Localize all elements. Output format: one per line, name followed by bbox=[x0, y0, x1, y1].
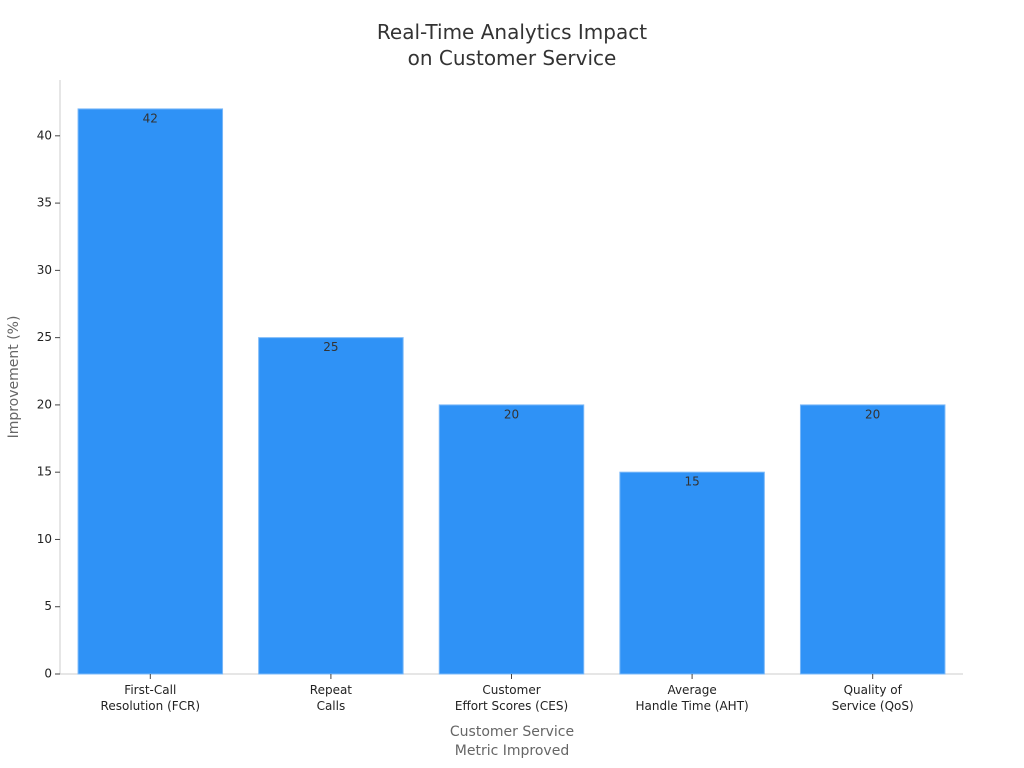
y-tick-label: 30 bbox=[37, 263, 52, 277]
y-tick-label: 15 bbox=[37, 465, 52, 479]
bar bbox=[799, 404, 946, 675]
bar bbox=[77, 108, 224, 675]
x-tick-label: Average Handle Time (AHT) bbox=[635, 683, 748, 713]
bar bbox=[619, 471, 765, 675]
y-tick-label: 25 bbox=[37, 330, 52, 344]
x-tick-label: First-Call Resolution (FCR) bbox=[101, 683, 201, 713]
data-label: 15 bbox=[684, 475, 699, 489]
y-tick-label: 35 bbox=[37, 196, 52, 210]
y-tick-label: 0 bbox=[44, 667, 52, 681]
y-tick-label: 10 bbox=[37, 532, 52, 546]
bar bbox=[258, 337, 404, 675]
bar bbox=[438, 404, 585, 675]
data-label: 20 bbox=[865, 407, 880, 421]
y-tick-label: 20 bbox=[37, 397, 52, 411]
x-tick-label: Quality of Service (QoS) bbox=[832, 683, 914, 713]
data-label: 20 bbox=[504, 407, 519, 421]
data-label: 42 bbox=[143, 111, 158, 125]
chart-title: Real-Time Analytics Impact on Customer Se… bbox=[377, 20, 647, 70]
y-axis-label: Improvement (%) bbox=[6, 316, 22, 439]
y-tick-label: 5 bbox=[44, 599, 52, 613]
x-axis-label: Customer Service Metric Improved bbox=[450, 724, 574, 759]
data-label: 25 bbox=[323, 340, 338, 354]
y-tick-label: 40 bbox=[37, 128, 52, 142]
x-tick-label: Repeat Calls bbox=[310, 683, 353, 713]
x-tick-label: Customer Effort Scores (CES) bbox=[455, 683, 568, 713]
